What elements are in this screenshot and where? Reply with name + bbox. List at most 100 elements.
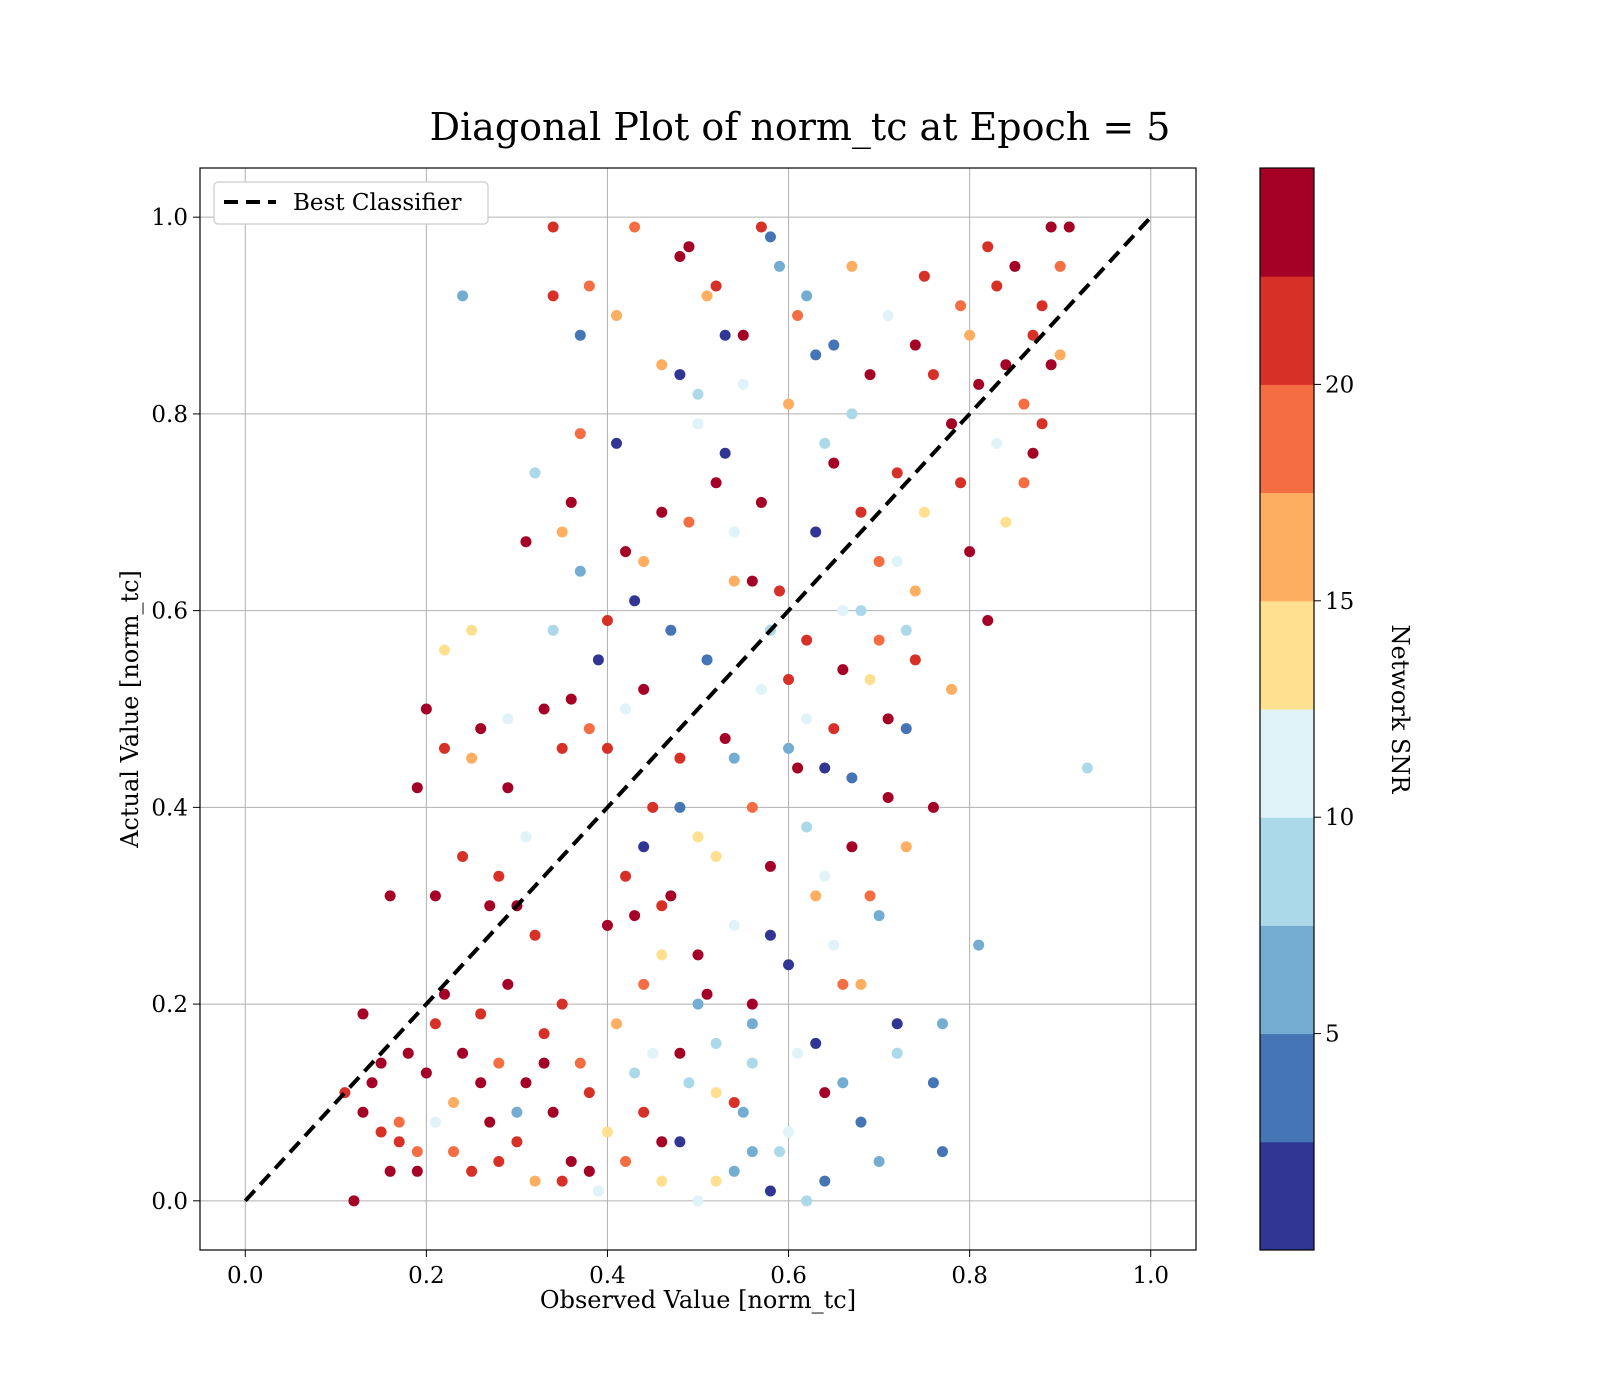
y-tick-label: 0.4 (151, 795, 188, 821)
scatter-point (692, 831, 704, 843)
y-tick-label: 0.6 (151, 599, 188, 625)
y-tick-label: 0.0 (151, 1189, 188, 1215)
scatter-point (611, 437, 623, 449)
scatter-point (855, 506, 867, 518)
x-tick-label: 0.4 (589, 1263, 626, 1289)
scatter-point (728, 919, 740, 931)
scatter-point (982, 241, 994, 253)
scatter-point (393, 1116, 405, 1128)
scatter-point (384, 890, 396, 902)
scatter-point (457, 851, 469, 863)
scatter-point (547, 1106, 559, 1118)
scatter-point (629, 221, 641, 233)
scatter-point (1036, 418, 1048, 430)
scatter-point (1081, 762, 1093, 774)
scatter-point (411, 1146, 423, 1158)
scatter-point (520, 536, 532, 548)
scatter-point (429, 1116, 441, 1128)
plot-frame (199, 167, 1197, 1251)
scatter-point (737, 378, 749, 390)
scatter-point (429, 890, 441, 902)
scatter-point (656, 949, 668, 961)
scatter-point (946, 683, 958, 695)
scatter-point (629, 910, 641, 922)
scatter-point (348, 1195, 360, 1207)
scatter-point (583, 1087, 595, 1099)
scatter-point (601, 919, 613, 931)
scatter-point (909, 339, 921, 351)
scatter-point (438, 742, 450, 754)
scatter-point (638, 841, 650, 853)
scatter-point (629, 1067, 641, 1079)
scatter-point (773, 585, 785, 597)
scatter-point (692, 949, 704, 961)
scatter-point (864, 673, 876, 685)
scatter-point (547, 290, 559, 302)
scatter-point (384, 1165, 396, 1177)
scatter-point (1045, 221, 1057, 233)
scatter-point (683, 1077, 695, 1089)
scatter-point (918, 506, 930, 518)
scatter-point (538, 1057, 550, 1069)
scatter-point (773, 260, 785, 272)
scatter-point (484, 900, 496, 912)
scatter-point (538, 1028, 550, 1040)
scatter-point (692, 998, 704, 1010)
scatter-point (1054, 349, 1066, 361)
scatter-point (710, 477, 722, 489)
scatter-point (601, 1126, 613, 1138)
scatter-point (927, 369, 939, 381)
scatter-point (973, 939, 985, 951)
scatter-point (783, 1126, 795, 1138)
scatter-point (837, 978, 849, 990)
scatter-point (764, 1185, 776, 1197)
scatter-point (819, 762, 831, 774)
scatter-point (828, 939, 840, 951)
scatter-point (764, 231, 776, 243)
scatter-point (982, 614, 994, 626)
scatter-point (448, 1146, 460, 1158)
scatter-point (701, 654, 713, 666)
scatter-point (783, 742, 795, 754)
scatter-point (909, 585, 921, 597)
scatter-point (837, 1077, 849, 1089)
scatter-point (728, 1096, 740, 1108)
scatter-point (366, 1077, 378, 1089)
scatter-point (638, 555, 650, 567)
scatter-point (484, 1116, 496, 1128)
scatter-point (964, 546, 976, 558)
scatter-point (556, 526, 568, 538)
scatter-point (357, 1008, 369, 1020)
scatter-point (429, 1018, 441, 1030)
scatter-point (656, 1175, 668, 1187)
x-axis-ticks: 0.0 0.2 0.4 0.6 0.8 1.0 (227, 1250, 1169, 1289)
scatter-point (574, 565, 586, 577)
scatter-point (801, 290, 813, 302)
scatter-point (683, 516, 695, 528)
scatter-point (882, 792, 894, 804)
scatter-point (792, 1047, 804, 1059)
colorbar-segment (1260, 1141, 1314, 1251)
colorbar-segment (1260, 1033, 1314, 1143)
scatter-point (411, 1165, 423, 1177)
scatter-point (819, 1175, 831, 1187)
scatter-point (918, 270, 930, 282)
scatter-point (1009, 260, 1021, 272)
scatter-point (864, 369, 876, 381)
scatter-point (493, 1057, 505, 1069)
scatter-point (819, 437, 831, 449)
scatter-point (801, 821, 813, 833)
scatter-point (801, 713, 813, 725)
scatter-point (1045, 359, 1057, 371)
scatter-point (520, 831, 532, 843)
scatter-point (438, 644, 450, 656)
scatter-point (692, 1195, 704, 1207)
scatter-point (547, 221, 559, 233)
scatter-point (737, 329, 749, 341)
scatter-point (620, 1155, 632, 1167)
scatter-point (583, 280, 595, 292)
scatter-point (973, 378, 985, 390)
scatter-point (529, 929, 541, 941)
scatter-point (674, 369, 686, 381)
scatter-point (882, 310, 894, 322)
